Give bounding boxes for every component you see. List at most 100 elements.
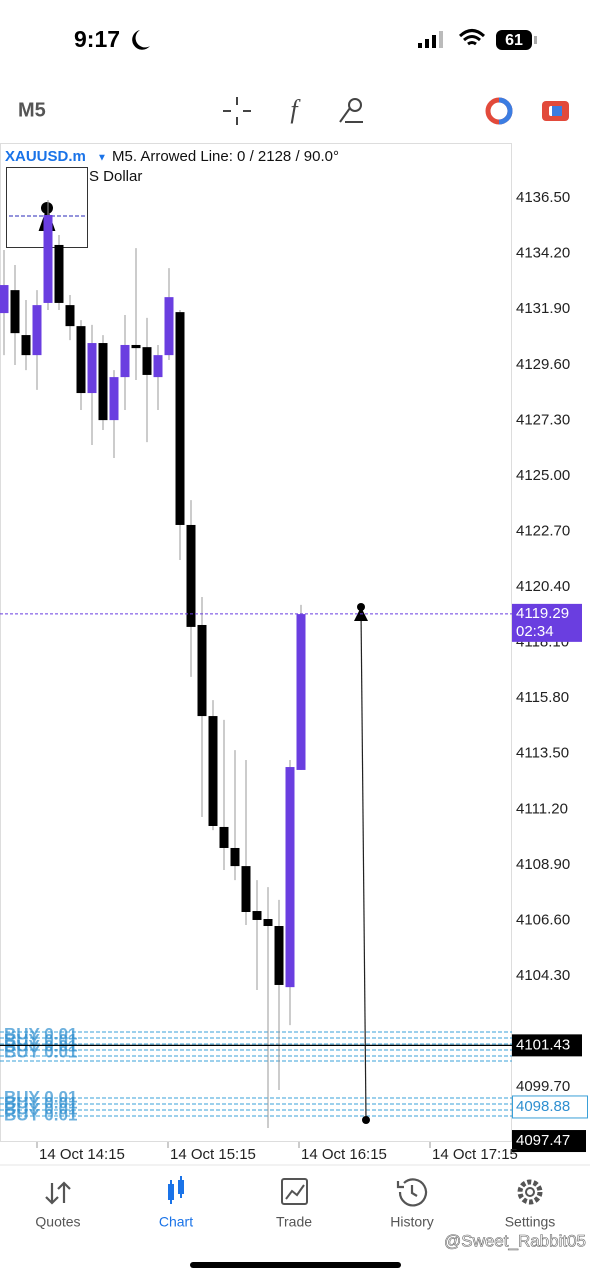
bar-countdown: 02:34 (516, 623, 554, 640)
window-icon[interactable] (542, 101, 569, 121)
chart-frame (0, 143, 512, 1142)
candle-body (252, 911, 262, 920)
order-lines (0, 1031, 512, 1117)
watermark: @Sweet_Rabbit05 (444, 1231, 586, 1250)
signal-icon (418, 31, 443, 48)
timeframe-button[interactable]: M5 (18, 99, 46, 121)
symbol-dropdown[interactable]: ▼ (97, 153, 107, 164)
chart-icon[interactable] (168, 1176, 184, 1204)
object-description: M5. Arrowed Line: 0 / 2128 / 90.0° (112, 148, 339, 165)
candle-body (87, 343, 97, 394)
y-tick-label: 4104.30 (516, 967, 570, 984)
battery (496, 30, 532, 50)
order-label[interactable]: BUY 0.01 (4, 1030, 77, 1049)
candle-body (32, 305, 42, 356)
candle-body (274, 926, 284, 985)
arrow-start (362, 1116, 370, 1124)
wifi-icon (458, 29, 486, 46)
price-line-label: 4101.43 (516, 1036, 570, 1053)
y-tick-label: 4136.50 (516, 189, 570, 206)
candle-body (98, 343, 108, 421)
quotes-icon[interactable] (45, 1181, 71, 1205)
order-price-tag (512, 1095, 588, 1119)
candle-body (153, 355, 163, 378)
tab-label[interactable]: History (390, 1214, 434, 1230)
current-price-tag (512, 603, 582, 642)
y-tick-label: 4134.20 (516, 245, 570, 262)
y-tick-label: 4099.70 (516, 1078, 570, 1095)
tab-label[interactable]: Settings (505, 1214, 556, 1230)
arrowed-line (360, 609, 367, 1121)
candle-body (131, 344, 141, 349)
y-tick-label: 4115.80 (516, 689, 569, 706)
y-tick-label: 4127.30 (516, 411, 570, 428)
objects-icon[interactable] (339, 98, 363, 123)
candle-body (164, 297, 174, 356)
candle-body (10, 290, 20, 334)
y-tick-label: 4113.50 (516, 745, 569, 762)
tab-label[interactable]: Chart (159, 1214, 193, 1230)
candle-body (296, 614, 306, 770)
battery-tip (534, 36, 537, 44)
trade-mode-icon[interactable] (485, 97, 513, 125)
y-tick-label: 4111.20 (516, 800, 568, 817)
candle-body (76, 326, 86, 394)
candle-body (263, 919, 273, 927)
candle-body (21, 335, 31, 356)
candle-body (208, 716, 218, 826)
symbol-subtitle: S Dollar (89, 168, 142, 185)
moon-icon (132, 30, 150, 50)
crosshair-icon[interactable] (223, 97, 251, 125)
y-tick-label: 4129.60 (516, 356, 570, 373)
candle-body (241, 866, 251, 913)
candle-body (175, 312, 185, 525)
candle-body (186, 524, 196, 627)
bottom-price-label: 4097.47 (516, 1132, 570, 1149)
candle-body (285, 767, 295, 988)
y-tick-label: 4108.90 (516, 856, 570, 873)
settings-icon[interactable] (517, 1179, 543, 1205)
price-line-tag (512, 1034, 582, 1057)
tab-label[interactable]: Quotes (35, 1214, 80, 1230)
order-label[interactable]: BUY 0.01 (4, 1024, 77, 1043)
order-label[interactable]: BUY 0.01 (4, 1093, 77, 1112)
current-price: 4119.29 (516, 605, 569, 622)
bottom-price-tag (512, 1130, 586, 1153)
order-label[interactable]: BUY 0.01 (4, 1099, 77, 1118)
candle-body (142, 347, 152, 375)
arrow-end (357, 603, 365, 611)
history-icon[interactable] (396, 1178, 428, 1207)
x-tick-label: 14 Oct 15:15 (170, 1146, 256, 1163)
x-tick-label: 14 Oct 14:15 (39, 1146, 125, 1163)
order-label[interactable]: BUY 0.01 (4, 1105, 77, 1124)
candle-body (43, 214, 53, 303)
order-label[interactable]: BUY 0.01 (4, 1087, 77, 1106)
tab-label[interactable]: Trade (276, 1214, 312, 1230)
candle-body (230, 847, 240, 867)
order-price-label: 4098.88 (516, 1098, 570, 1115)
candle-body (65, 305, 75, 327)
candle-body (0, 285, 9, 314)
order-label[interactable]: BUY 0.01 (4, 1042, 77, 1061)
order-label[interactable]: BUY 0.01 (4, 1036, 77, 1055)
clock: 9:17 (74, 26, 120, 52)
y-tick-label: 4120.40 (516, 578, 570, 595)
preview-dot (41, 202, 53, 214)
trade-icon[interactable] (281, 1178, 308, 1205)
home-indicator (190, 1262, 401, 1268)
y-tick-label: 4106.60 (516, 911, 570, 928)
x-tick-label: 14 Oct 17:15 (432, 1146, 518, 1163)
candle-body (109, 377, 119, 421)
y-tick-label: 4131.90 (516, 300, 570, 317)
candle-body (219, 826, 229, 848)
x-tick-label: 14 Oct 16:15 (301, 1146, 387, 1163)
indicator-icon[interactable]: f (290, 95, 301, 124)
symbol[interactable]: XAUUSD.m (5, 148, 86, 165)
candle-body (54, 244, 64, 303)
candle-body (197, 624, 207, 717)
candle-body (120, 344, 130, 378)
battery-level: 61 (505, 32, 523, 49)
y-tick-label: 4125.00 (516, 467, 570, 484)
